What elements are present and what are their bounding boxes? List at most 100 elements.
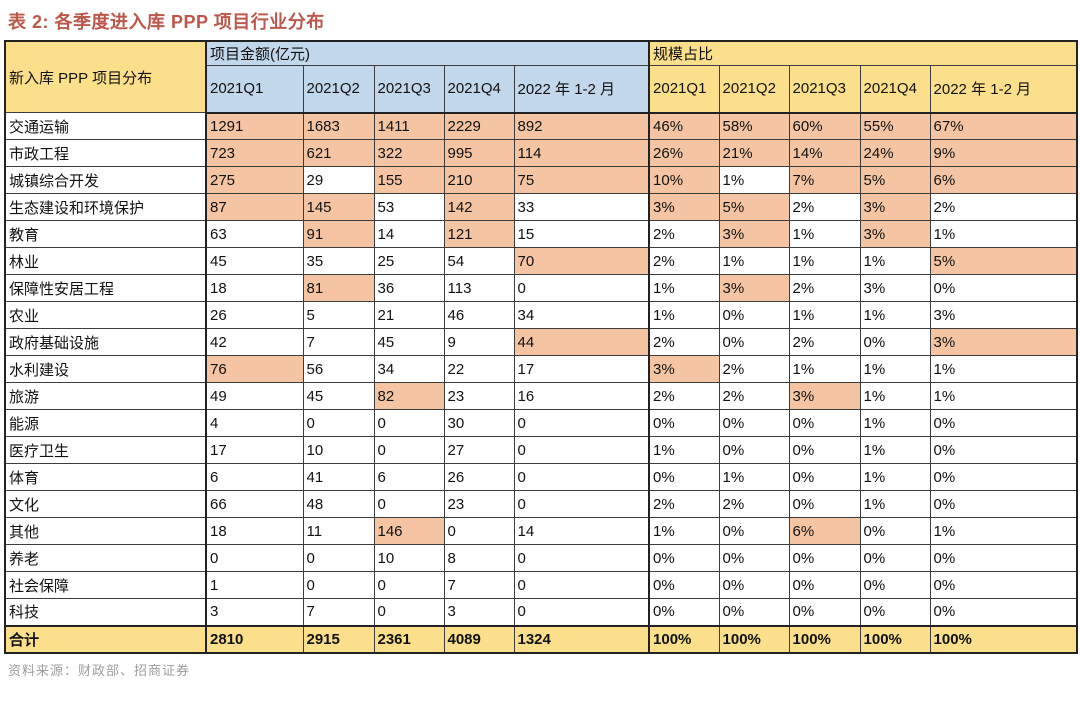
share-cell: 1% (929, 220, 1078, 248)
share-cell: 2% (648, 328, 720, 356)
share-cell: 2% (648, 382, 720, 410)
share-cell: 0% (929, 436, 1078, 464)
amount-cell: 621 (302, 139, 375, 167)
amount-cell: 35 (302, 247, 375, 275)
share-cell: 1% (929, 355, 1078, 383)
share-cell: 1% (859, 247, 931, 275)
share-cell: 6% (929, 166, 1078, 194)
row-label: 林业 (4, 247, 207, 275)
amount-cell: 0 (443, 517, 515, 545)
quarter-header-shr-2: 2021Q3 (788, 65, 861, 114)
share-cell: 2% (718, 355, 790, 383)
amount-cell: 0 (373, 436, 445, 464)
share-cell: 0% (788, 571, 861, 599)
amount-cell: 21 (373, 301, 445, 329)
amount-cell: 27 (443, 436, 515, 464)
group-header-share: 规模占比 (648, 40, 1078, 66)
share-cell: 1% (859, 355, 931, 383)
amount-cell: 30 (443, 409, 515, 437)
total-share-cell: 100% (648, 624, 720, 653)
share-cell: 0% (718, 301, 790, 329)
amount-cell: 121 (443, 220, 515, 248)
amount-cell: 22 (443, 355, 515, 383)
total-amount-cell: 2810 (205, 624, 304, 653)
table-row: 教育 63 91 14 121 15 2% 3% 1% 3% 1% (4, 220, 1078, 248)
amount-cell: 45 (205, 247, 304, 275)
row-label: 农业 (4, 301, 207, 329)
table-header: 新入库 PPP 项目分布 项目金额(亿元) 规模占比 2021Q1 2021Q2 2021… (4, 40, 1078, 114)
table-row: 其他 18 11 146 0 14 1% 0% 6% 0% 1% (4, 517, 1078, 545)
table-row: 医疗卫生 17 10 0 27 0 1% 0% 0% 1% 0% (4, 436, 1078, 464)
table-row: 交通运输 1291 1683 1411 2229 892 46% 58% 60% 55% 67% (4, 112, 1078, 140)
amount-cell: 48 (302, 490, 375, 518)
amount-cell: 0 (513, 490, 650, 518)
table-row: 林业 45 35 25 54 70 2% 1% 1% 1% 5% (4, 247, 1078, 275)
amount-cell: 54 (443, 247, 515, 275)
share-cell: 1% (788, 220, 861, 248)
share-cell: 3% (648, 193, 720, 221)
share-cell: 0% (788, 544, 861, 572)
total-amount-cell: 1324 (513, 624, 650, 653)
share-cell: 14% (788, 139, 861, 167)
share-cell: 0% (859, 598, 931, 626)
table-row: 养老 0 0 10 8 0 0% 0% 0% 0% 0% (4, 544, 1078, 572)
group-header-row: 新入库 PPP 项目分布 项目金额(亿元) 规模占比 (4, 40, 1078, 113)
amount-cell: 87 (205, 193, 304, 221)
amount-cell: 4 (205, 409, 304, 437)
amount-cell: 29 (302, 166, 375, 194)
row-label: 科技 (4, 598, 207, 626)
share-cell: 0% (929, 544, 1078, 572)
amount-cell: 75 (513, 166, 650, 194)
row-label: 社会保障 (4, 571, 207, 599)
amount-cell: 14 (513, 517, 650, 545)
table-row: 能源 4 0 0 30 0 0% 0% 0% 1% 0% (4, 409, 1078, 437)
amount-cell: 70 (513, 247, 650, 275)
amount-cell: 0 (302, 409, 375, 437)
amount-cell: 63 (205, 220, 304, 248)
share-cell: 2% (648, 220, 720, 248)
share-cell: 2% (648, 490, 720, 518)
amount-cell: 17 (205, 436, 304, 464)
share-cell: 3% (929, 328, 1078, 356)
amount-cell: 46 (443, 301, 515, 329)
share-cell: 0% (648, 571, 720, 599)
amount-cell: 0 (513, 274, 650, 302)
share-cell: 1% (648, 436, 720, 464)
share-cell: 0% (859, 544, 931, 572)
amount-cell: 0 (302, 571, 375, 599)
table-title: 表 2: 各季度进入库 PPP 项目行业分布 (8, 12, 325, 32)
share-cell: 3% (718, 274, 790, 302)
amount-cell: 0 (513, 409, 650, 437)
share-cell: 0% (718, 598, 790, 626)
share-cell: 0% (929, 409, 1078, 437)
row-label: 教育 (4, 220, 207, 248)
amount-cell: 7 (443, 571, 515, 599)
row-label: 政府基础设施 (4, 328, 207, 356)
share-cell: 0% (788, 598, 861, 626)
share-cell: 1% (648, 517, 720, 545)
share-cell: 1% (788, 301, 861, 329)
row-label: 能源 (4, 409, 207, 437)
share-cell: 1% (929, 517, 1078, 545)
amount-cell: 114 (513, 139, 650, 167)
share-cell: 1% (929, 382, 1078, 410)
amount-cell: 45 (302, 382, 375, 410)
total-share-cell: 100% (929, 624, 1078, 653)
amount-cell: 995 (443, 139, 515, 167)
table-row: 保障性安居工程 18 81 36 113 0 1% 3% 2% 3% 0% (4, 274, 1078, 302)
share-cell: 0% (929, 571, 1078, 599)
amount-cell: 113 (443, 274, 515, 302)
row-label: 交通运输 (4, 112, 207, 140)
amount-cell: 322 (373, 139, 445, 167)
amount-cell: 0 (373, 571, 445, 599)
amount-cell: 26 (205, 301, 304, 329)
amount-cell: 0 (373, 598, 445, 626)
quarter-header-amt-0: 2021Q1 (205, 65, 304, 114)
amount-cell: 16 (513, 382, 650, 410)
share-cell: 0% (718, 409, 790, 437)
row-label: 保障性安居工程 (4, 274, 207, 302)
amount-cell: 1411 (373, 112, 445, 140)
amount-cell: 14 (373, 220, 445, 248)
amount-cell: 0 (513, 598, 650, 626)
